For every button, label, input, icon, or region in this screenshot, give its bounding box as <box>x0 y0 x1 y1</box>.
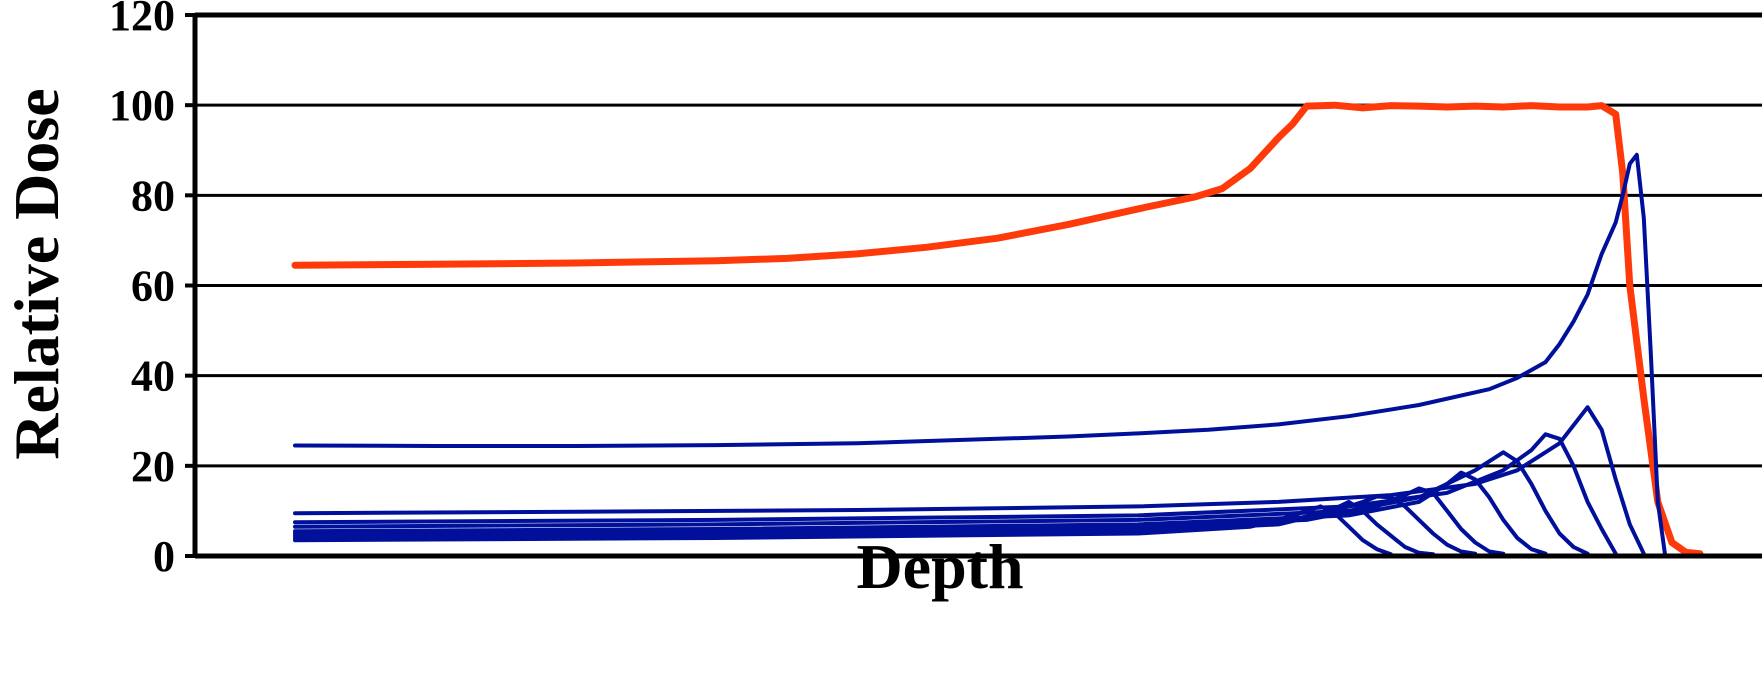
series-line-pristine-9 <box>293 504 1393 557</box>
y-tick-label-100: 100 <box>109 81 175 130</box>
series-line-sobp <box>291 101 1704 558</box>
series-line-pristine-7 <box>293 494 1478 556</box>
series-line-pristine-4 <box>293 450 1590 556</box>
series-line-pristine-2 <box>293 405 1646 556</box>
y-tick-label-120: 120 <box>109 0 175 40</box>
series-line-pristine-6 <box>293 486 1506 556</box>
series-line-pristine-5 <box>293 470 1548 556</box>
y-tick-label-0: 0 <box>153 532 175 581</box>
y-tick-label-80: 80 <box>131 171 175 220</box>
series-line-pristine-3 <box>293 432 1618 556</box>
series-line-pristine-8 <box>293 499 1436 557</box>
y-tick-label-20: 20 <box>131 442 175 491</box>
x-axis-title: Depth <box>856 531 1023 602</box>
grid-lines <box>195 12 1762 468</box>
y-tick-label-40: 40 <box>131 352 175 401</box>
series-line-pristine-1 <box>293 152 1667 556</box>
y-tick-labels: 0 20 40 60 80 100 120 <box>109 0 175 581</box>
axes <box>185 13 1762 559</box>
y-tick-label-60: 60 <box>131 262 175 311</box>
y-axis-title: Relative Dose <box>1 88 72 459</box>
series-group <box>291 101 1704 558</box>
